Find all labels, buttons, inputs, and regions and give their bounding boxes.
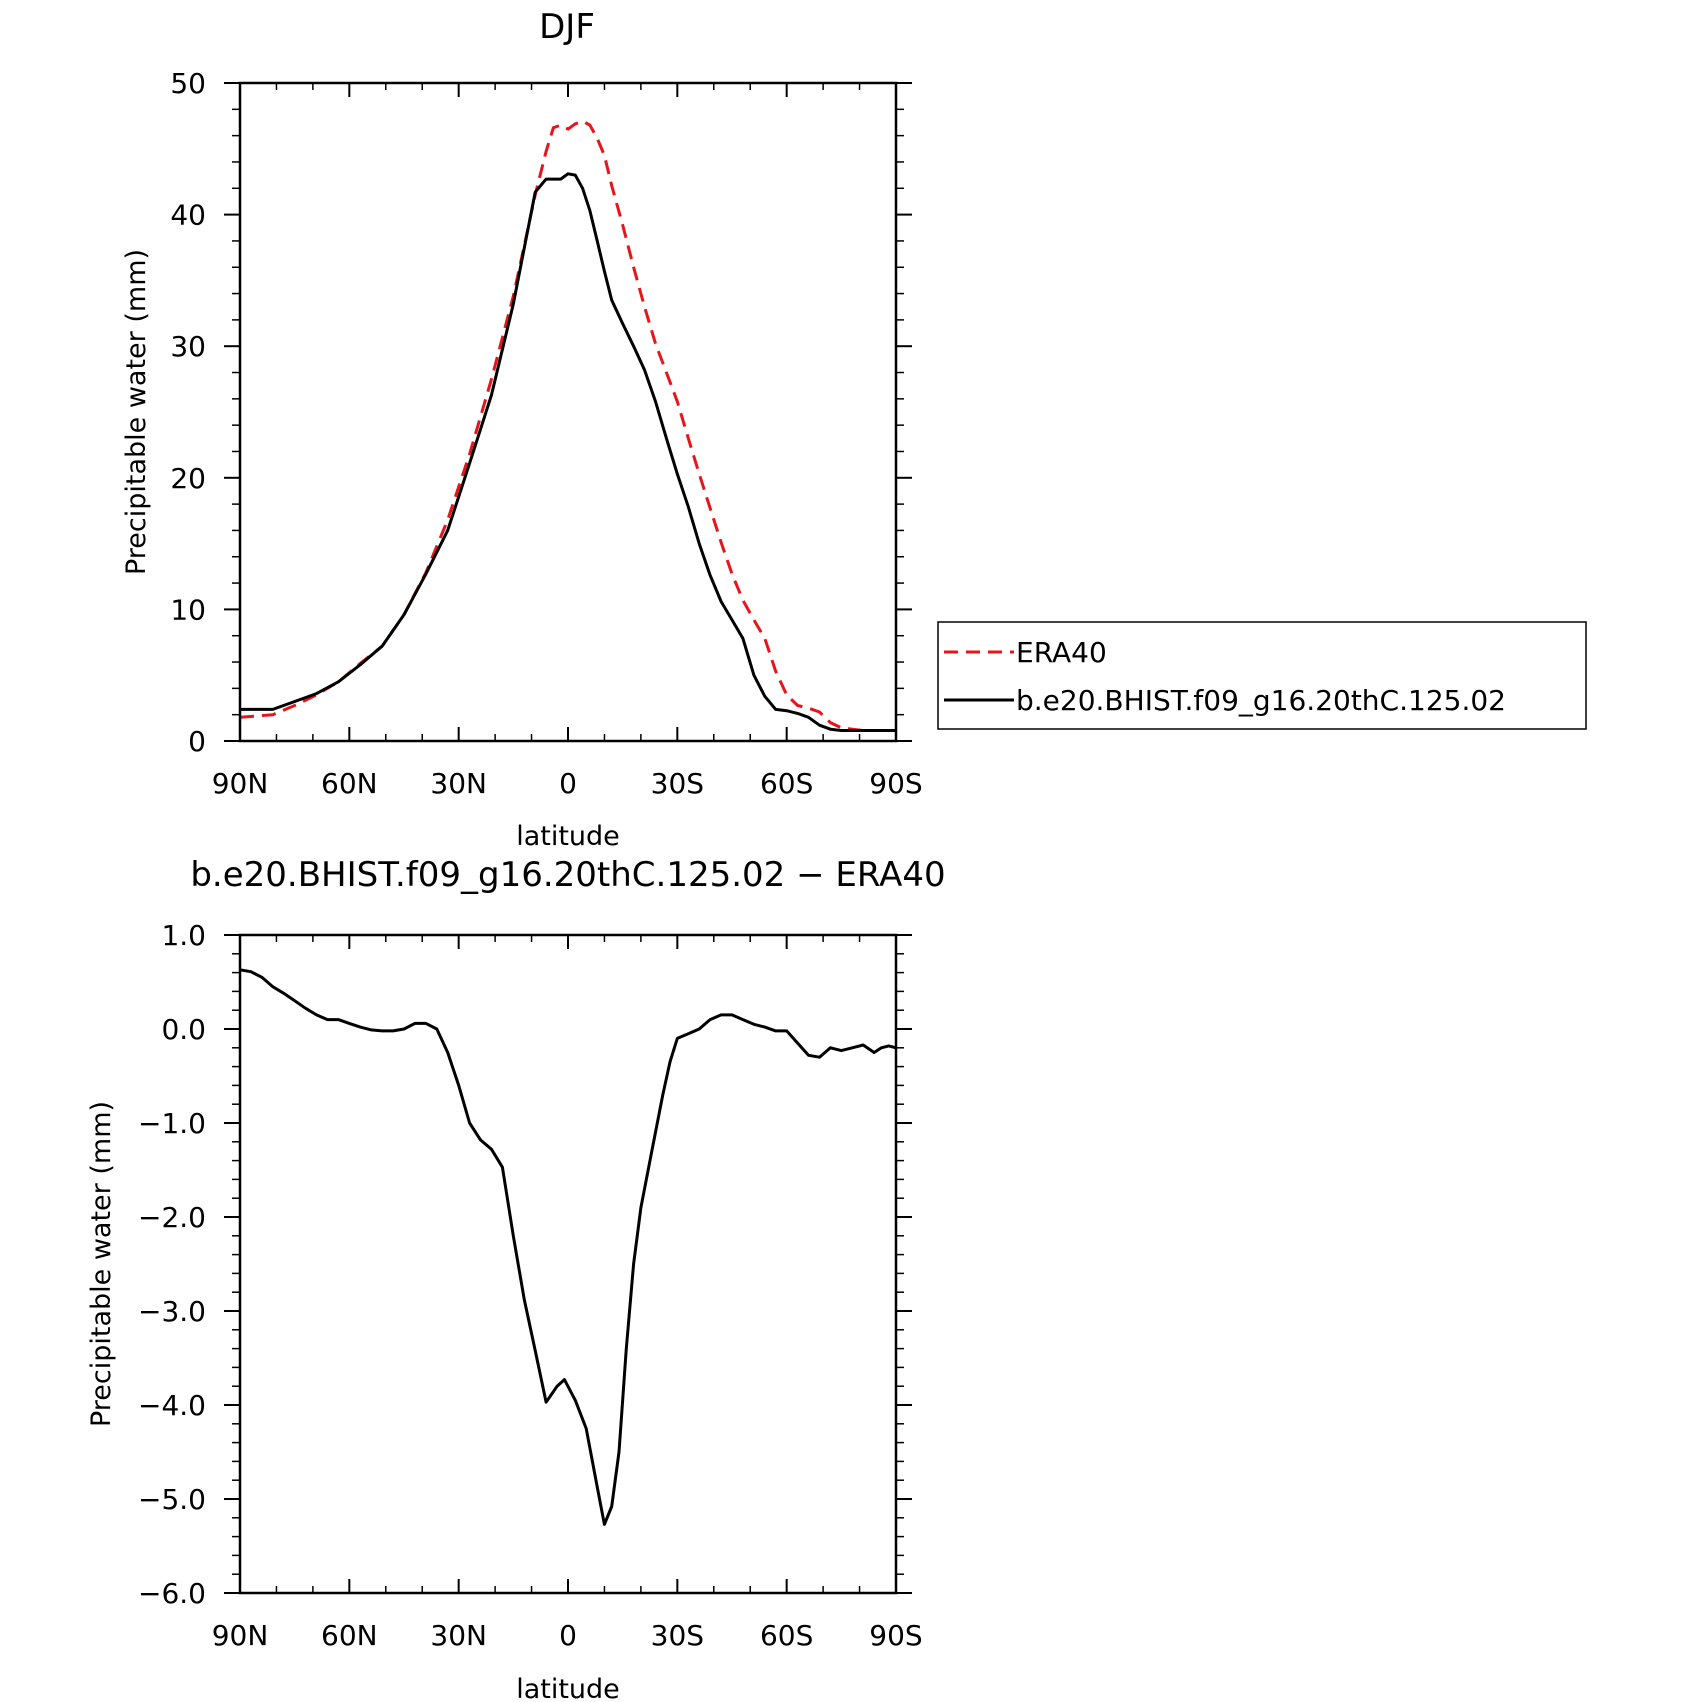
bottom-y-tick-labels: 1.0 0.0 −1.0 −2.0 −3.0 −4.0 −5.0 −6.0: [138, 919, 206, 1610]
bottom-x-tick-labels: 90N 60N 30N 0 30S 60S 90S: [212, 1619, 923, 1652]
legend-label-era40: ERA40: [1016, 636, 1107, 669]
legend-box: [937, 621, 1587, 730]
bottom-title: b.e20.BHIST.f09_g16.20thC.125.02 − ERA40: [190, 855, 945, 895]
top-x-tick-label: 90N: [212, 767, 269, 800]
bottom-x-tick-label: 0: [559, 1619, 577, 1652]
bottom-series-lines: [239, 968, 897, 1526]
top-x-tick-label: 90S: [869, 767, 922, 800]
bottom-y-tick-label: −5.0: [138, 1483, 206, 1516]
legend-label-model: b.e20.BHIST.f09_g16.20thC.125.02: [1016, 684, 1506, 717]
top-y-tick-label: 30: [170, 330, 206, 363]
top-title: DJF: [539, 7, 595, 47]
top-x-tick-labels: 90N 60N 30N 0 30S 60S 90S: [212, 767, 923, 800]
top-x-tick-label: 30S: [651, 767, 704, 800]
top-y-tick-label: 10: [170, 593, 206, 626]
top-series-b-e20-bhist-f09-g16-20thc-125-02: [240, 172, 896, 732]
legend: ERA40 b.e20.BHIST.f09_g16.20thC.125.02: [937, 621, 1587, 730]
top-x-tick-label: 30N: [430, 767, 487, 800]
bottom-y-tick-label: −6.0: [138, 1577, 206, 1610]
top-panel: DJF 90N 60N 30N 0 30S 60S 90S 0 10 20 30 40 50 lati…: [121, 7, 1587, 852]
bottom-x-axis-title: latitude: [516, 1674, 620, 1702]
bottom-x-tick-label: 60S: [760, 1619, 813, 1652]
top-y-tick-label: 20: [170, 462, 206, 495]
top-y-axis-title: Precipitable water (mm): [121, 249, 152, 575]
top-y-tick-label: 40: [170, 199, 206, 232]
top-plot-frame: [238, 81, 898, 743]
bottom-x-tick-label: 30N: [430, 1619, 487, 1652]
bottom-x-tick-label: 60N: [321, 1619, 378, 1652]
top-y-tick-label: 50: [170, 67, 206, 100]
bottom-y-tick-label: −1.0: [138, 1107, 206, 1140]
top-axis-ticks: [224, 82, 912, 742]
bottom-y-tick-label: −4.0: [138, 1389, 206, 1422]
bottom-axis-ticks: [224, 934, 912, 1594]
top-x-tick-label: 0: [559, 767, 577, 800]
top-x-axis-title: latitude: [516, 821, 620, 852]
top-x-tick-label: 60N: [321, 767, 378, 800]
top-y-tick-labels: 0 10 20 30 40 50: [170, 67, 206, 758]
bottom-x-tick-label: 30S: [651, 1619, 704, 1652]
bottom-y-tick-label: 0.0: [161, 1013, 206, 1046]
bottom-plot-frame: [238, 933, 898, 1595]
bottom-x-tick-label: 90S: [869, 1619, 922, 1652]
bottom-x-tick-label: 90N: [212, 1619, 269, 1652]
bottom-series-line-0: [239, 968, 897, 1526]
bottom-y-axis-title: Precipitable water (mm): [86, 1101, 117, 1427]
bottom-y-tick-label: 1.0: [161, 919, 206, 952]
bottom-y-tick-label: −2.0: [138, 1201, 206, 1234]
top-y-tick-label: 0: [188, 725, 206, 758]
top-x-tick-label: 60S: [760, 767, 813, 800]
top-series-lines: [239, 119, 896, 732]
bottom-panel: b.e20.BHIST.f09_g16.20thC.125.02 − ERA40…: [86, 855, 946, 1702]
top-series-era40: [239, 119, 896, 732]
bottom-y-tick-label: −3.0: [138, 1295, 206, 1328]
